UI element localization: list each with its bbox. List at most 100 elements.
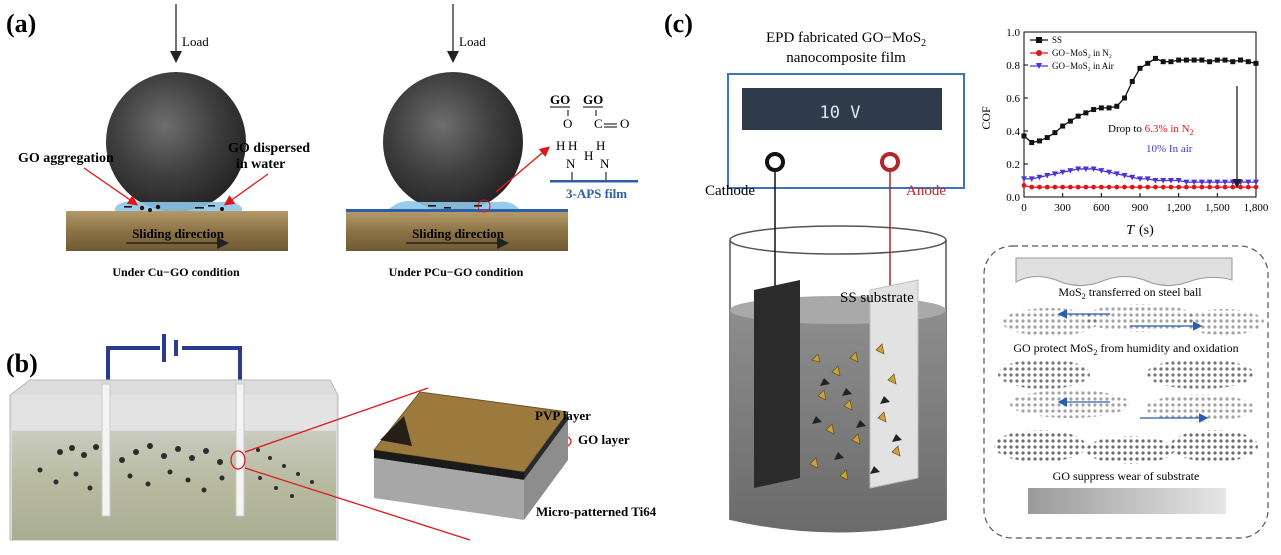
epd-title-line-1: EPD fabricated GO−MoS2 <box>766 30 926 49</box>
data-point-2 <box>1160 178 1167 184</box>
cathode-terminal <box>765 152 785 172</box>
data-point-0 <box>1029 140 1035 146</box>
chem-n2: N <box>600 156 610 171</box>
data-point-0 <box>1021 133 1027 139</box>
data-point-1 <box>1021 183 1027 188</box>
chem-h3: H <box>584 148 593 163</box>
aggregation-arrow <box>83 167 139 206</box>
chem-h4: H <box>596 138 605 153</box>
data-point-1 <box>1238 184 1243 190</box>
data-point-0 <box>1191 57 1197 63</box>
caption-pcu-go: Under PCu−GO condition <box>389 265 524 279</box>
sheet-row-4 <box>994 430 1258 464</box>
chem-go-1: GO <box>550 92 570 107</box>
data-point-1 <box>1191 184 1197 190</box>
steel-ball-right <box>383 72 523 212</box>
chart-legend: SS GO−MoS₂ in N₂ GO−MoS₂ in Air <box>1030 35 1114 71</box>
chart-annotation-drop: Drop to 6.3% in N2 <box>1108 123 1194 137</box>
data-point-0 <box>1098 105 1104 111</box>
data-point-0 <box>1044 135 1050 141</box>
data-point-1 <box>1044 184 1050 190</box>
aps-film-layer <box>346 209 568 212</box>
data-point-1 <box>1153 184 1158 190</box>
y-tick-label: 0.0 <box>1006 192 1020 204</box>
sliding-label-right: Sliding direction <box>412 226 505 241</box>
chem-o2: O <box>620 116 629 131</box>
ti64-label: Micro-patterned Ti64 <box>536 504 657 519</box>
substrate-right <box>346 212 568 251</box>
go-aggregation-label: GO aggregation <box>18 151 114 166</box>
data-point-0 <box>1091 107 1097 113</box>
go-layer-edge <box>374 450 524 480</box>
x-tick-label: 1,200 <box>1166 202 1191 214</box>
y-tick-label: 0.4 <box>1006 126 1020 138</box>
substrate-left <box>66 211 288 251</box>
data-point-2 <box>1183 179 1190 186</box>
data-point-2 <box>1129 174 1136 181</box>
sheet-row-1 <box>1002 304 1264 336</box>
data-point-2 <box>1044 173 1051 179</box>
panel-label-b: (b) <box>6 349 38 378</box>
data-point-1 <box>1114 184 1120 190</box>
sheet-row-3 <box>1010 390 1254 422</box>
data-point-2 <box>1075 166 1082 172</box>
data-point-2 <box>1028 176 1035 182</box>
data-point-0 <box>1114 103 1120 109</box>
aps-film-mini <box>550 180 638 183</box>
load-label-left: Load <box>182 34 209 49</box>
data-point-0 <box>1176 57 1182 63</box>
data-point-1 <box>1098 184 1104 190</box>
data-point-1 <box>1068 184 1073 190</box>
data-point-0 <box>1160 59 1166 65</box>
data-point-0 <box>1238 57 1244 63</box>
anode-terminal <box>880 152 900 172</box>
data-point-2 <box>1152 178 1159 184</box>
pvp-layer-label: PVP layer <box>535 408 591 423</box>
chart-xticks: 0 300 600 900 1,200 1,500 1,800 <box>1021 193 1269 214</box>
data-point-1 <box>1230 184 1236 190</box>
data-point-2 <box>1191 179 1198 186</box>
data-point-2 <box>1198 179 1205 186</box>
data-point-1 <box>1052 184 1058 190</box>
data-point-1 <box>1207 184 1212 190</box>
data-point-2 <box>1106 169 1113 176</box>
go-dispersed-label-2: in water <box>236 157 285 172</box>
data-point-2 <box>1051 171 1058 177</box>
water-film-right <box>388 201 520 210</box>
data-point-2 <box>1021 176 1027 182</box>
wire-left <box>106 346 160 384</box>
sheet-row-2 <box>998 359 1254 389</box>
y-tick-label: 1.0 <box>1006 27 1020 39</box>
data-point-2 <box>1175 178 1182 184</box>
data-point-1 <box>1253 184 1259 190</box>
data-point-0 <box>1214 57 1220 63</box>
data-point-2 <box>1222 179 1229 186</box>
tank-top-glass <box>12 395 336 431</box>
chem-o: O <box>563 116 572 131</box>
wire-right <box>182 346 242 384</box>
sliding-label-left: Sliding direction <box>132 226 225 241</box>
data-point-0 <box>1075 113 1081 119</box>
anode-label: Anode <box>906 183 946 199</box>
chemical-structure: GO GO O C O H H N H H N <box>550 92 629 180</box>
chart-ylabel: COF <box>979 106 993 130</box>
data-point-1 <box>1145 184 1151 190</box>
data-point-2 <box>1067 168 1074 174</box>
cathode-label: Cathode <box>705 183 755 199</box>
electrode-right <box>235 383 245 517</box>
go-dispersed-label-1: GO dispersed <box>228 141 310 156</box>
peeled-corner <box>380 416 412 446</box>
zoom-ellipse <box>230 450 246 470</box>
data-point-0 <box>1067 118 1073 124</box>
zoom-arrow <box>495 146 550 193</box>
data-point-0 <box>1222 57 1228 63</box>
y-tick-label: 0.6 <box>1006 93 1020 105</box>
aps-film-label: 3-APS film <box>566 186 627 201</box>
epd-title-line-2: nanocomposite film <box>786 50 906 66</box>
panel-a-left: Load GO aggregation GO dispersed in wate… <box>18 4 310 279</box>
data-point-2 <box>1113 171 1120 177</box>
data-point-2 <box>1144 176 1151 182</box>
data-point-0 <box>1152 55 1158 61</box>
x-tick-label: 1,800 <box>1244 202 1269 214</box>
zoom-line-bottom <box>244 467 471 541</box>
